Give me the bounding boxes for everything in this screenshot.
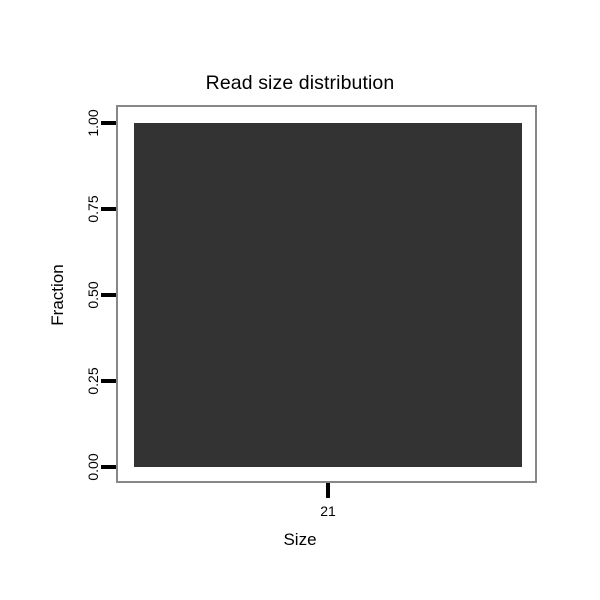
y-tick-mark-0.50 xyxy=(101,293,116,297)
x-tick-label-21: 21 xyxy=(320,503,336,519)
y-tick-label-0.75: 0.75 xyxy=(85,195,101,223)
y-tick-mark-0.75 xyxy=(101,207,116,211)
y-tick-label-0.25: 0.25 xyxy=(85,367,101,395)
plot-area xyxy=(118,107,535,481)
chart-title: Read size distribution xyxy=(205,72,395,94)
x-tick-mark-21 xyxy=(326,483,330,498)
x-axis-title: Size xyxy=(283,530,317,549)
y-axis-title: Fraction xyxy=(48,264,67,326)
y-tick-label-0.00: 0.00 xyxy=(85,453,101,481)
bar-21 xyxy=(134,123,522,467)
y-tick-mark-0.00 xyxy=(101,465,116,469)
y-tick-label-0.50: 0.50 xyxy=(85,281,101,309)
y-tick-label-1.00: 1.00 xyxy=(85,109,101,137)
y-tick-mark-1.00 xyxy=(101,121,116,125)
y-tick-mark-0.25 xyxy=(101,379,116,383)
